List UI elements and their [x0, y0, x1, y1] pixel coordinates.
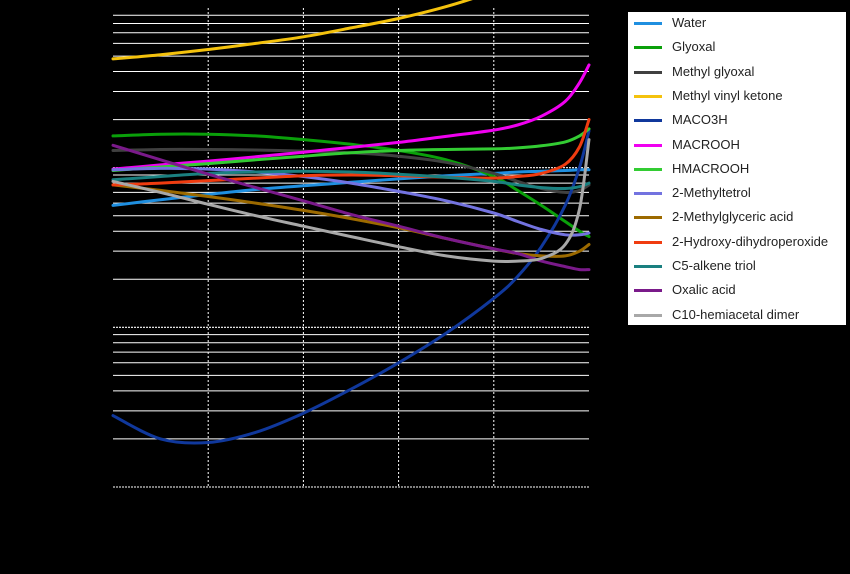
legend-label: Water [672, 15, 707, 30]
legend-swatch [634, 70, 662, 74]
legend-label: C10-hemiacetal dimer [672, 306, 800, 322]
legend-item: MACO3H [628, 109, 846, 133]
legend-item: Methyl vinyl ketone [628, 85, 846, 109]
legend-label: Methyl glyoxal [672, 63, 755, 79]
legend-swatch [634, 94, 662, 98]
legend-item: Methyl glyoxal [628, 61, 846, 85]
legend-swatch [634, 313, 662, 317]
series-line-macrooh [111, 63, 591, 171]
series-line-c5-alkene-triol [111, 169, 591, 191]
legend-label: MACO3H [672, 112, 728, 128]
series-line-methyl-glyoxal [111, 147, 591, 194]
legend-label: 2-Hydroxy-dihydroperoxide [672, 233, 829, 249]
legend-item: 2-Methyltetrol [628, 182, 846, 206]
legend-swatch [634, 167, 662, 171]
series-line-glyoxal [111, 132, 591, 239]
legend-swatch [634, 143, 662, 147]
series-line-methyl-vinyl-ketone [111, 0, 473, 61]
legend-swatch [634, 265, 662, 268]
legend-label: Oxalic acid [672, 282, 736, 298]
legend-swatch [634, 240, 662, 244]
legend-label: HMACROOH [672, 160, 750, 176]
legend-swatch [634, 119, 662, 123]
legend-label: Methyl vinyl ketone [672, 87, 783, 103]
legend-item: Water [628, 12, 846, 36]
legend-label: C5-alkene triol [672, 258, 756, 273]
series-line-hmacrooh [111, 127, 591, 172]
grid-lines [113, 8, 589, 488]
legend-swatch [634, 22, 662, 25]
legend-swatch [634, 289, 662, 293]
legend-item: 2-Methylglyceric acid [628, 206, 846, 230]
legend-swatch [634, 192, 662, 196]
legend-swatch [634, 216, 662, 220]
legend: Water Glyoxal Methyl glyoxal Methyl vinyl k… [627, 11, 847, 326]
legend-label: MACROOH [672, 136, 740, 152]
legend-item: Glyoxal [628, 36, 846, 60]
series-line-oxalic-acid [111, 143, 591, 272]
series-line-c10-hemiacetal-dimer [111, 138, 591, 264]
legend-item: C10-hemiacetal dimer [628, 304, 846, 328]
legend-swatch [634, 46, 662, 50]
legend-label: 2-Methylglyceric acid [672, 209, 794, 225]
legend-item: Oxalic acid [628, 279, 846, 303]
legend-item: 2-Hydroxy-dihydroperoxide [628, 231, 846, 255]
legend-item: HMACROOH [628, 158, 846, 182]
legend-label: 2-Methyltetrol [672, 185, 751, 201]
legend-item: MACROOH [628, 134, 846, 158]
series-lines [111, 0, 591, 445]
legend-item: C5-alkene triol [628, 255, 846, 279]
legend-label: Glyoxal [672, 39, 716, 55]
series-line-maco3h [111, 129, 591, 445]
series-line-2-methyltetrol [111, 166, 591, 237]
